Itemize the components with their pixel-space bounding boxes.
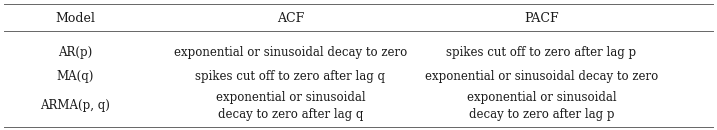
Text: spikes cut off to zero after lag p: spikes cut off to zero after lag p: [446, 46, 637, 59]
Text: PACF: PACF: [524, 12, 559, 25]
Text: MA(q): MA(q): [57, 70, 94, 83]
Text: exponential or sinusoidal decay to zero: exponential or sinusoidal decay to zero: [174, 46, 407, 59]
Text: AR(p): AR(p): [58, 46, 92, 59]
Text: spikes cut off to zero after lag q: spikes cut off to zero after lag q: [196, 70, 385, 83]
Text: exponential or sinusoidal
decay to zero after lag p: exponential or sinusoidal decay to zero …: [467, 91, 616, 121]
Text: Model: Model: [55, 12, 95, 25]
Text: exponential or sinusoidal
decay to zero after lag q: exponential or sinusoidal decay to zero …: [216, 91, 365, 121]
Text: exponential or sinusoidal decay to zero: exponential or sinusoidal decay to zero: [424, 70, 658, 83]
Text: ACF: ACF: [277, 12, 304, 25]
Text: ARMA(p, q): ARMA(p, q): [40, 99, 110, 112]
